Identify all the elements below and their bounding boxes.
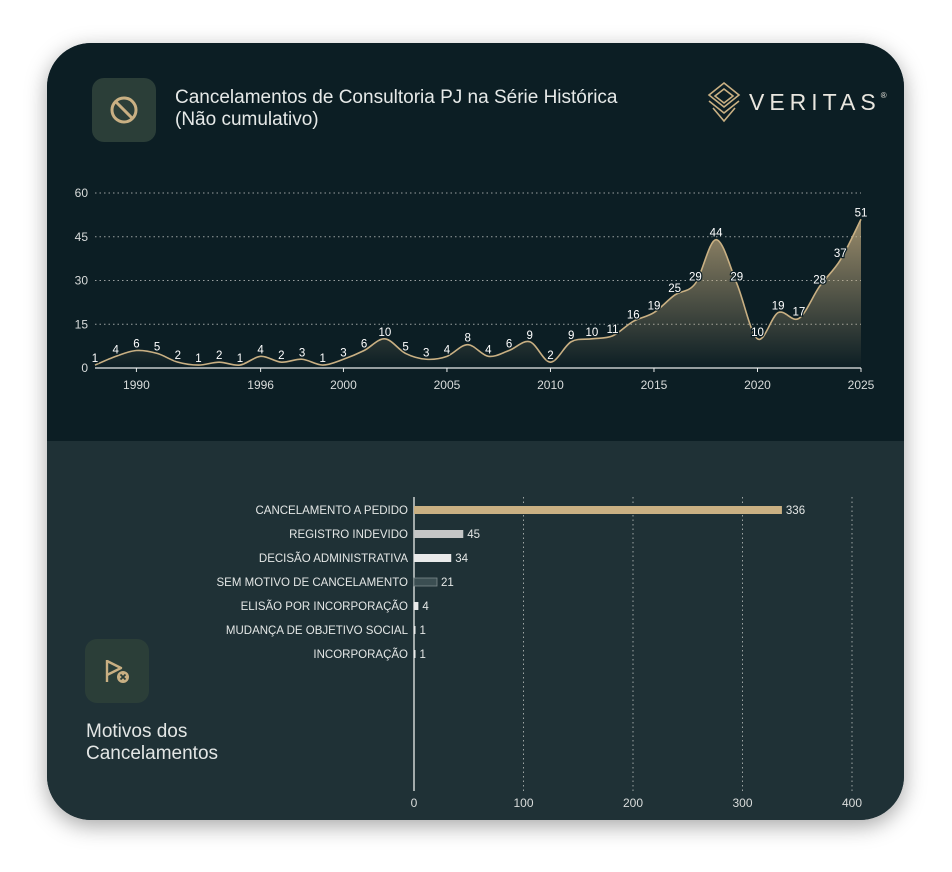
chart-title-line1: Cancelamentos de Consultoria PJ na Série… <box>175 87 618 108</box>
x-tick-label: 200 <box>623 796 643 810</box>
chart-title-line2: (Não cumulativo) <box>175 109 319 130</box>
bar <box>414 506 782 514</box>
data-label: 6 <box>361 339 367 351</box>
data-label: 19 <box>772 301 785 313</box>
reasons-icon-box <box>85 639 149 703</box>
data-label: 16 <box>627 309 640 321</box>
data-label: 17 <box>792 306 805 318</box>
value-label: 4 <box>422 601 429 613</box>
x-tick-label: 100 <box>513 796 533 810</box>
data-label: 3 <box>340 347 346 359</box>
bar <box>414 530 464 538</box>
value-label: 1 <box>420 625 426 637</box>
data-label: 6 <box>133 339 139 351</box>
category-label: CANCELAMENTO A PEDIDO <box>255 505 408 517</box>
x-tick-label: 0 <box>411 796 418 810</box>
data-label: 4 <box>257 344 264 356</box>
category-label: DECISÃO ADMINISTRATIVA <box>259 552 408 565</box>
y-tick-label: 15 <box>75 317 89 331</box>
x-tick-label: 1996 <box>247 378 274 392</box>
series-area <box>95 219 861 368</box>
category-label: MUDANÇA DE OBJETIVO SOCIAL <box>226 625 409 637</box>
data-label: 19 <box>648 301 661 313</box>
reasons-title: Motivos dos Cancelamentos <box>86 721 218 765</box>
value-label: 336 <box>786 505 805 517</box>
data-label: 3 <box>299 347 305 359</box>
prohibited-icon <box>110 96 138 124</box>
data-label: 10 <box>378 327 391 339</box>
category-label: INCORPORAÇÃO <box>313 648 408 661</box>
dashboard-card: Cancelamentos de Consultoria PJ na Série… <box>47 43 904 820</box>
value-label: 1 <box>420 649 426 661</box>
bar <box>414 602 419 610</box>
category-label: REGISTRO INDEVIDO <box>289 529 408 541</box>
cancel-flag-icon <box>105 659 129 683</box>
y-tick-label: 30 <box>75 274 89 288</box>
value-label: 34 <box>455 553 468 565</box>
data-label: 1 <box>195 353 201 365</box>
category-label: SEM MOTIVO DE CANCELAMENTO <box>217 577 409 589</box>
data-label: 2 <box>216 350 222 362</box>
data-label: 2 <box>278 350 284 362</box>
x-tick-label: 2000 <box>330 378 357 392</box>
data-label: 10 <box>585 327 598 339</box>
brand-logo: VERITAS® <box>707 81 887 123</box>
data-label: 25 <box>668 283 681 295</box>
x-tick-label: 1990 <box>123 378 150 392</box>
brand-name-text: VERITAS <box>749 88 881 115</box>
data-label: 3 <box>423 347 429 359</box>
x-tick-label: 2025 <box>848 378 875 392</box>
data-label: 6 <box>506 339 512 351</box>
bottom-panel <box>47 441 904 820</box>
x-tick-label: 2010 <box>537 378 564 392</box>
bar <box>413 577 438 587</box>
brand-name: VERITAS® <box>749 89 887 116</box>
data-label: 5 <box>402 341 408 353</box>
data-label: 4 <box>485 344 492 356</box>
y-tick-label: 45 <box>75 230 89 244</box>
top-panel <box>47 43 904 441</box>
series-line <box>94 218 862 367</box>
data-label: 29 <box>730 271 743 283</box>
brand-mark: ® <box>880 90 887 100</box>
data-label: 1 <box>92 353 98 365</box>
data-label: 4 <box>112 344 119 356</box>
data-label: 1 <box>320 353 326 365</box>
data-label: 1 <box>237 353 243 365</box>
veritas-diamond-logo <box>707 81 741 123</box>
x-tick-label: 300 <box>732 796 752 810</box>
data-label: 10 <box>751 327 764 339</box>
data-label: 29 <box>689 271 702 283</box>
data-label: 28 <box>813 274 826 286</box>
x-tick-label: 2015 <box>641 378 668 392</box>
data-label: 8 <box>464 333 470 345</box>
reasons-title-line1: Motivos dos <box>86 721 188 742</box>
header-icon-box <box>92 78 156 142</box>
data-label: 5 <box>154 341 160 353</box>
bar <box>414 650 416 658</box>
bar <box>414 554 452 562</box>
data-label: 2 <box>175 350 181 362</box>
chart-title: Cancelamentos de Consultoria PJ na Série… <box>175 87 675 131</box>
x-tick-label: 2005 <box>434 378 461 392</box>
bar <box>414 626 416 634</box>
data-label: 44 <box>710 228 723 240</box>
cancellation-reasons-chart: 0 100 200 300 400 CANCELAMENTO A PEDIDO 336 REG… <box>217 497 862 810</box>
category-label: ELISÃO POR INCORPORAÇÃO <box>241 600 408 613</box>
y-tick-label: 60 <box>75 186 89 200</box>
value-label: 45 <box>467 529 480 541</box>
data-label: 4 <box>444 344 451 356</box>
x-tick-label: 2020 <box>744 378 771 392</box>
x-tick-label: 400 <box>842 796 862 810</box>
data-label: 37 <box>834 248 847 260</box>
value-label: 21 <box>441 577 454 589</box>
reasons-title-line2: Cancelamentos <box>86 743 219 764</box>
data-label: 9 <box>568 330 574 342</box>
data-label: 11 <box>607 324 619 336</box>
y-tick-label: 0 <box>81 361 88 375</box>
data-label: 2 <box>547 350 553 362</box>
data-label: 51 <box>855 207 868 219</box>
data-label: 9 <box>527 330 533 342</box>
